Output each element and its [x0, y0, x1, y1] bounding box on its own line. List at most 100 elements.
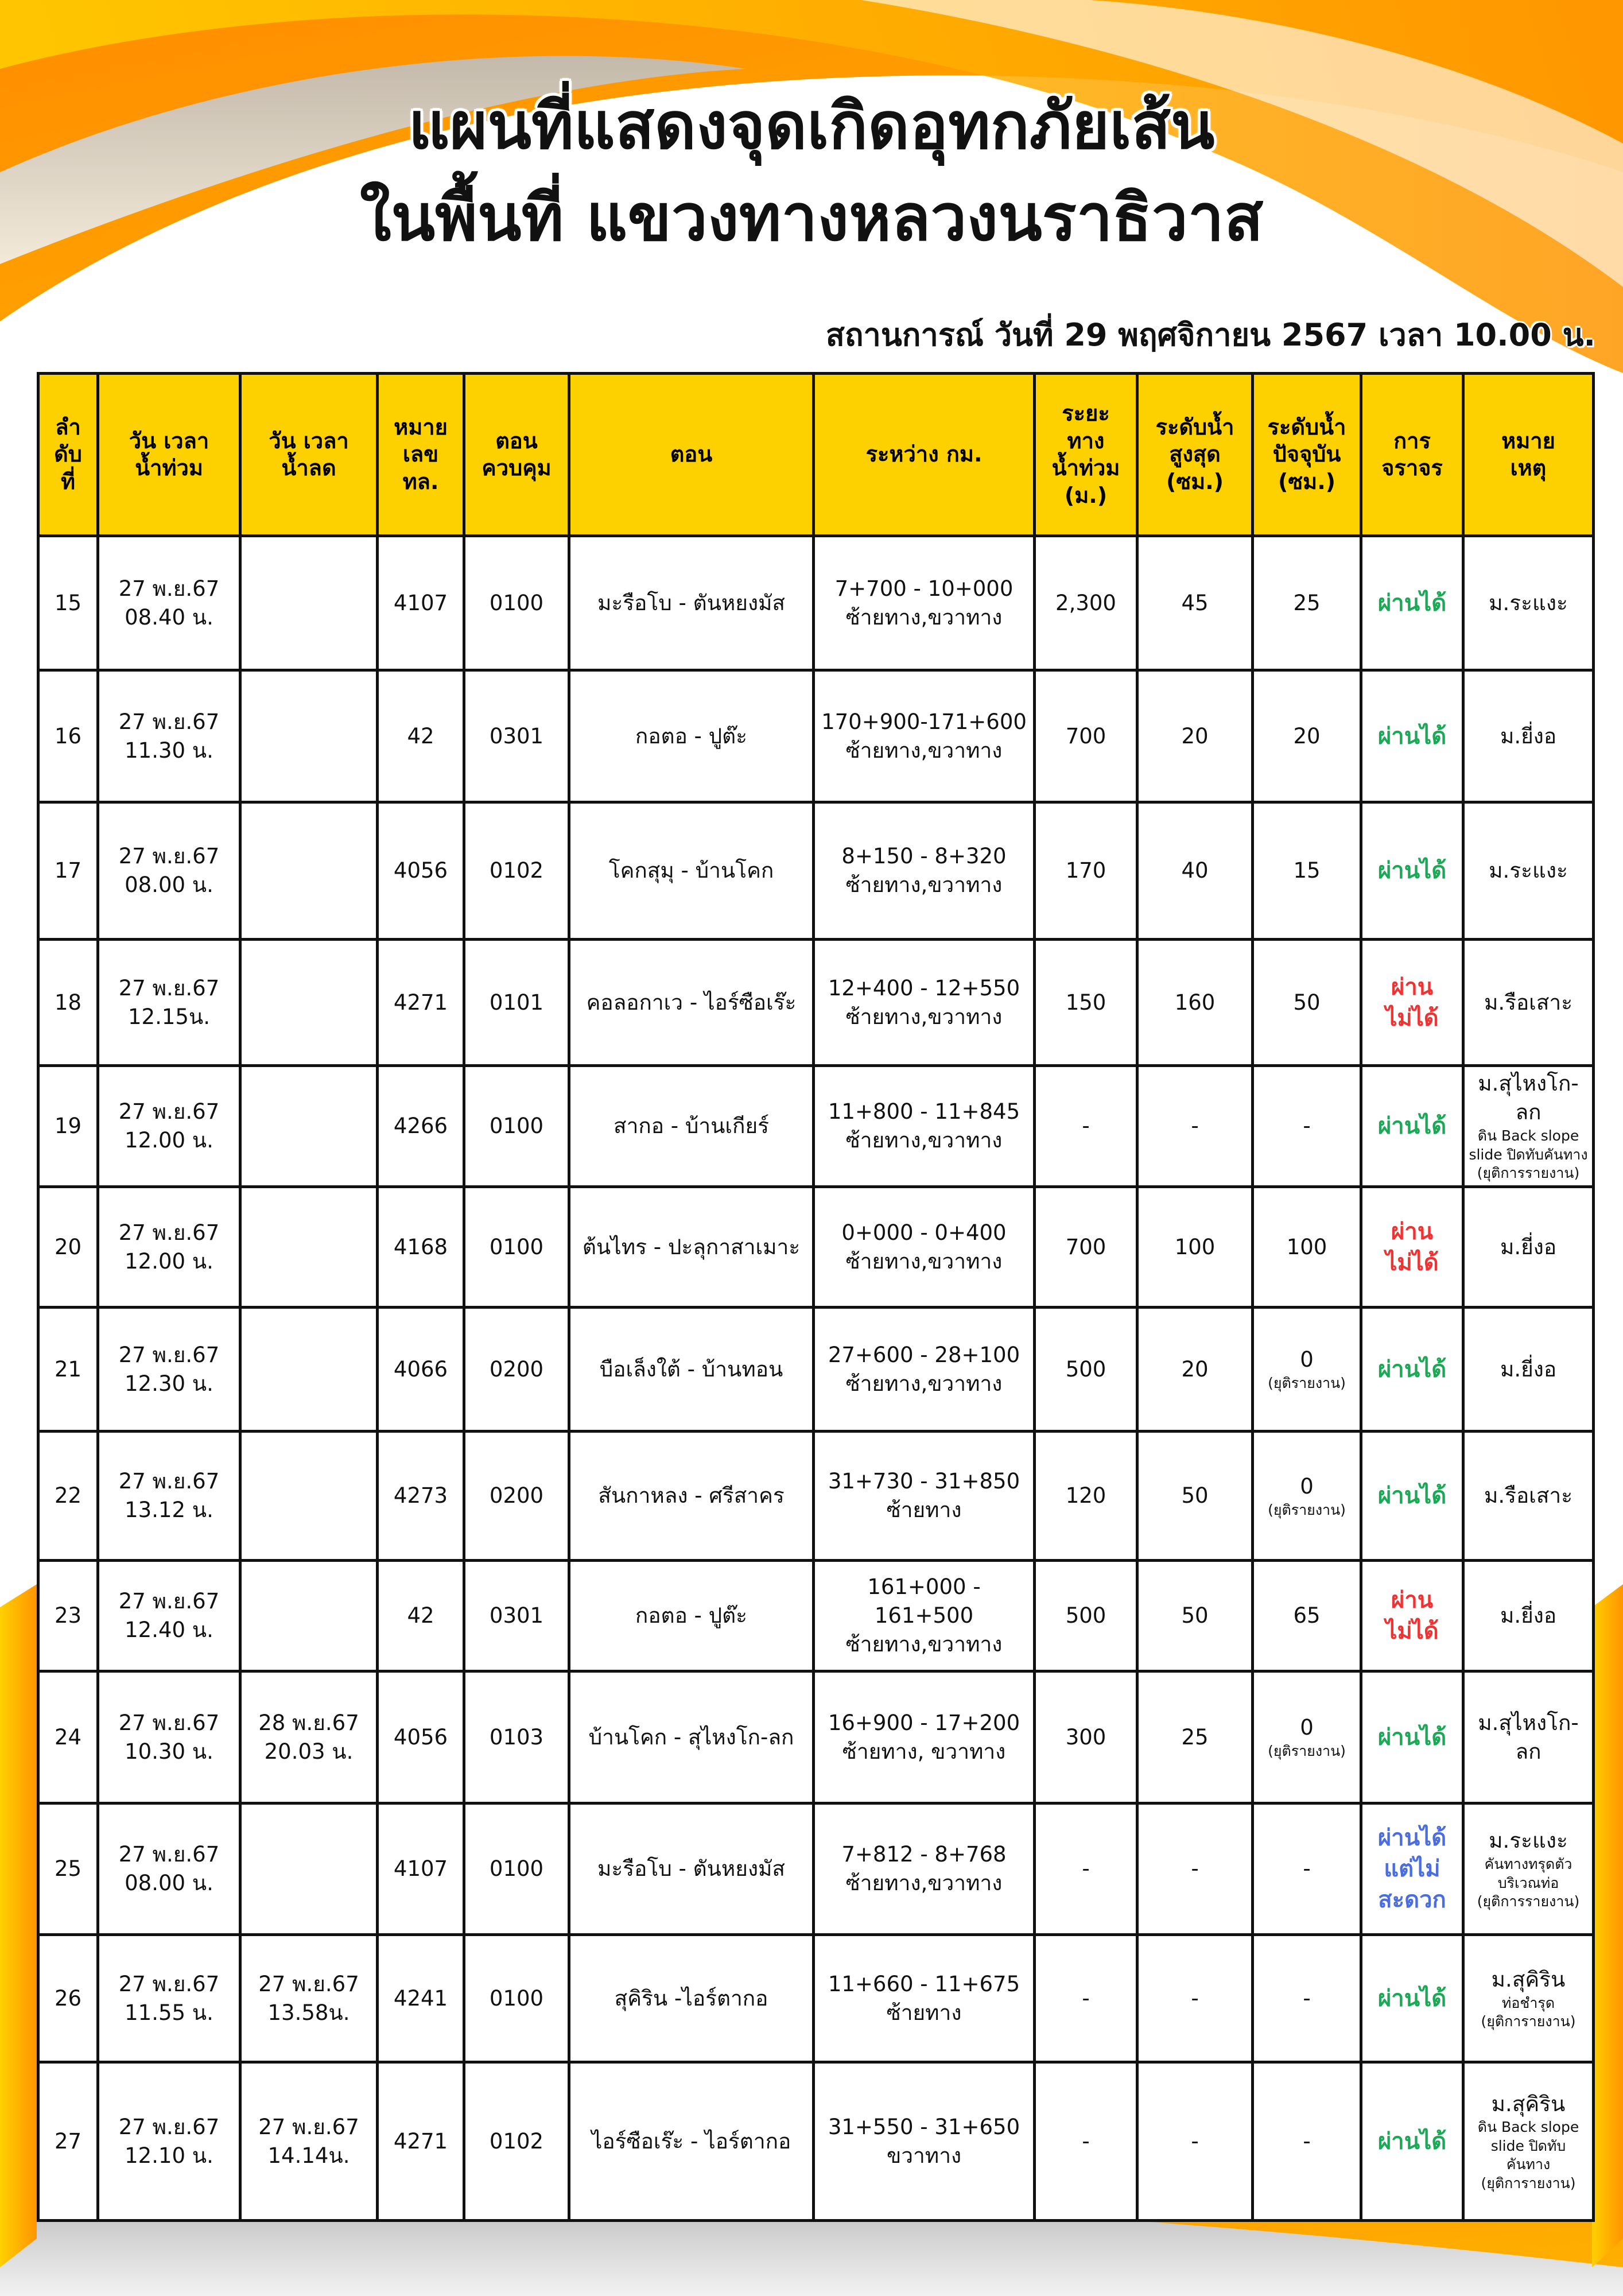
remark-district: ม.สุไหงโก-ลก — [1478, 1710, 1579, 1764]
cell-remarks: ม.สุไหงโก-ลก ดิน Back slope slide ปิดทับค… — [1462, 1064, 1595, 1188]
cell-section: สากอ - บ้านเกียร์ — [568, 1064, 815, 1188]
cell-flood-distance: 150 — [1033, 938, 1139, 1067]
cell-route-number: 4273 — [376, 1430, 465, 1562]
cell-remarks: ม.สุคิริน ท่อชำรุด (ยุติการายงาน) — [1462, 1933, 1595, 2064]
cell-route-number: 4271 — [376, 938, 465, 1067]
cell-km-range: 12+400 - 12+550 ซ้ายทาง,ขวาทาง — [812, 938, 1036, 1067]
cell-max-level: - — [1136, 1064, 1254, 1188]
cell-recede-date: 27 พ.ย.67 14.14น. — [239, 2061, 379, 2222]
remark-note: ท่อชำรุด (ยุติการายงาน) — [1481, 1994, 1576, 2030]
cell-no: 23 — [37, 1559, 99, 1673]
cell-route-number: 4056 — [376, 801, 465, 941]
current-level-value: - — [1303, 1114, 1311, 1139]
cell-route-number: 4066 — [376, 1306, 465, 1433]
cell-max-level: - — [1136, 1802, 1254, 1936]
current-level-note: (ยุติรายงาน) — [1268, 1743, 1346, 1760]
cell-section: บือเล็งใต้ - บ้านทอน — [568, 1306, 815, 1433]
header-section: ตอน — [568, 372, 815, 537]
cell-current-level: 25 — [1251, 534, 1362, 672]
cell-route-number: 42 — [376, 1559, 465, 1673]
remark-district: ม.ยี่งอ — [1500, 1234, 1557, 1259]
cell-route-number: 42 — [376, 669, 465, 804]
cell-flood-distance: 700 — [1033, 1185, 1139, 1309]
cell-current-level: 65 — [1251, 1559, 1362, 1673]
cell-flood-distance: 500 — [1033, 1306, 1139, 1433]
remark-district: ม.ระแงะ — [1489, 1828, 1568, 1853]
cell-traffic-status: ผ่าน ไม่ได้ — [1360, 1559, 1465, 1673]
table-row: 20 27 พ.ย.67 12.00 น. 4168 0100 ต้นไทร - ปะล… — [37, 1185, 1595, 1309]
remark-district: ม.ยี่งอ — [1500, 1356, 1557, 1382]
remark-district: ม.ยี่งอ — [1500, 1603, 1557, 1628]
cell-max-level: 45 — [1136, 534, 1254, 672]
cell-flood-date: 27 พ.ย.67 08.40 น. — [96, 534, 242, 672]
table-row: 23 27 พ.ย.67 12.40 น. 42 0301 กอตอ - ปูต๊ะ 16… — [37, 1559, 1595, 1673]
header-max-level: ระดับน้ำ สูงสุด (ซม.) — [1136, 372, 1254, 537]
table-row: 19 27 พ.ย.67 12.00 น. 4266 0100 สากอ - บ้านเ… — [37, 1064, 1595, 1188]
cell-remarks: ม.สุไหงโก-ลก — [1462, 1670, 1595, 1805]
cell-current-level: 0 (ยุติรายงาน) — [1251, 1670, 1362, 1805]
cell-flood-distance: 500 — [1033, 1559, 1139, 1673]
cell-max-level: 25 — [1136, 1670, 1254, 1805]
cell-km-range: 31+550 - 31+650 ขวาทาง — [812, 2061, 1036, 2222]
remark-district: ม.ระแงะ — [1489, 590, 1568, 615]
remark-district: ม.สุคิริน — [1491, 1967, 1566, 1992]
cell-control-section: 0100 — [463, 1185, 570, 1309]
cell-route-number: 4168 — [376, 1185, 465, 1309]
cell-section: คอลอกาเว - ไอร์ซือเร๊ะ — [568, 938, 815, 1067]
cell-max-level: 100 — [1136, 1185, 1254, 1309]
cell-traffic-status: ผ่าน ไม่ได้ — [1360, 1185, 1465, 1309]
current-level-value: 0 — [1300, 1715, 1314, 1740]
header-flood-distance: ระยะ ทาง น้ำท่วม (ม.) — [1033, 372, 1139, 537]
cell-control-section: 0102 — [463, 2061, 570, 2222]
header-no: ลำ ดับ ที่ — [37, 372, 99, 537]
cell-traffic-status: ผ่านได้ — [1360, 1306, 1465, 1433]
cell-section: กอตอ - ปูต๊ะ — [568, 1559, 815, 1673]
cell-flood-date: 27 พ.ย.67 11.30 น. — [96, 669, 242, 804]
cell-flood-distance: 120 — [1033, 1430, 1139, 1562]
cell-recede-date — [239, 801, 379, 941]
cell-control-section: 0100 — [463, 1802, 570, 1936]
current-level-value: 0 — [1300, 1347, 1314, 1372]
cell-control-section: 0102 — [463, 801, 570, 941]
current-level-note: (ยุติรายงาน) — [1268, 1501, 1346, 1518]
cell-current-level: 15 — [1251, 801, 1362, 941]
cell-no: 21 — [37, 1306, 99, 1433]
current-level-value: 0 — [1300, 1473, 1314, 1499]
remark-district: ม.รือเสาะ — [1484, 1483, 1573, 1508]
cell-no: 20 — [37, 1185, 99, 1309]
cell-recede-date: 28 พ.ย.67 20.03 น. — [239, 1670, 379, 1805]
cell-flood-date: 27 พ.ย.67 11.55 น. — [96, 1933, 242, 2064]
cell-km-range: 8+150 - 8+320 ซ้ายทาง,ขวาทาง — [812, 801, 1036, 941]
cell-section: ไอร์ซือเร๊ะ - ไอร์ตากอ — [568, 2061, 815, 2222]
cell-flood-distance: - — [1033, 1064, 1139, 1188]
cell-remarks: ม.ยี่งอ — [1462, 669, 1595, 804]
cell-flood-distance: - — [1033, 2061, 1139, 2222]
cell-max-level: 50 — [1136, 1559, 1254, 1673]
page-title-line2: ในพื้นที่ แขวงทางหลวงนราธิวาส — [359, 181, 1264, 255]
cell-no: 18 — [37, 938, 99, 1067]
cell-flood-distance: 170 — [1033, 801, 1139, 941]
table-row: 15 27 พ.ย.67 08.40 น. 4107 0100 มะรือโบ - ตั… — [37, 534, 1595, 672]
cell-section: ต้นไทร - ปะลุกาสาเมาะ — [568, 1185, 815, 1309]
remark-district: ม.รือเสาะ — [1484, 990, 1573, 1015]
cell-no: 19 — [37, 1064, 99, 1188]
cell-no: 16 — [37, 669, 99, 804]
current-level-value: 20 — [1293, 723, 1321, 748]
cell-km-range: 7+812 - 8+768 ซ้ายทาง,ขวาทาง — [812, 1802, 1036, 1936]
cell-flood-distance: - — [1033, 1802, 1139, 1936]
cell-max-level: 20 — [1136, 1306, 1254, 1433]
remark-district: ม.ระแงะ — [1489, 858, 1568, 883]
cell-no: 25 — [37, 1802, 99, 1936]
cell-current-level: - — [1251, 1064, 1362, 1188]
cell-traffic-status: ผ่านได้ — [1360, 1670, 1465, 1805]
cell-recede-date — [239, 1185, 379, 1309]
cell-current-level: - — [1251, 2061, 1362, 2222]
cell-route-number: 4271 — [376, 2061, 465, 2222]
cell-traffic-status: ผ่านได้ — [1360, 1933, 1465, 2064]
cell-flood-date: 27 พ.ย.67 12.40 น. — [96, 1559, 242, 1673]
cell-recede-date — [239, 534, 379, 672]
cell-traffic-status: ผ่านได้ — [1360, 669, 1465, 804]
table-row: 17 27 พ.ย.67 08.00 น. 4056 0102 โคกสุมุ - บ้… — [37, 801, 1595, 941]
cell-traffic-status: ผ่านได้ — [1360, 534, 1465, 672]
table-row: 22 27 พ.ย.67 13.12 น. 4273 0200 สันกาหลง - ศ… — [37, 1430, 1595, 1562]
